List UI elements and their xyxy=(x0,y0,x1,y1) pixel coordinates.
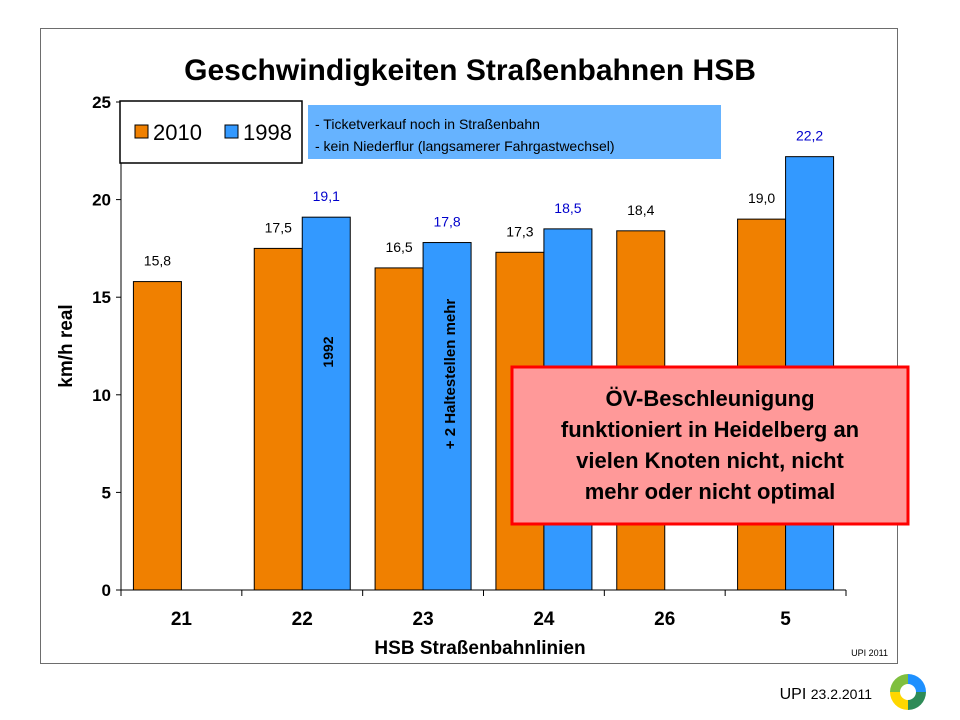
callout: ÖV-Beschleunigung funktioniert in Heidel… xyxy=(510,365,910,526)
callout-line-3: vielen Knoten nicht, nicht xyxy=(576,448,844,473)
callout-line-4: mehr oder nicht optimal xyxy=(585,479,836,504)
x-tick-label: 23 xyxy=(413,609,434,630)
data-label: 15,8 xyxy=(144,253,171,269)
bar-2010-22 xyxy=(253,247,303,591)
legend-swatch-2010 xyxy=(134,124,149,139)
x-tick-label: 24 xyxy=(533,609,555,630)
data-label: 18,5 xyxy=(554,200,581,216)
legend-swatch-1998 xyxy=(224,124,239,139)
callout-box xyxy=(510,365,910,526)
bar-1998-23 xyxy=(422,242,472,591)
y-tick-label: 15 xyxy=(92,288,111,307)
x-tick-label: 22 xyxy=(292,609,313,630)
data-label: 16,5 xyxy=(385,239,412,255)
data-label: 17,8 xyxy=(433,214,460,230)
y-ticks: 0 5 10 15 20 25 xyxy=(92,93,121,600)
data-label: 22,2 xyxy=(796,128,823,144)
ticket-note-box xyxy=(308,105,721,159)
bar-2010-21 xyxy=(132,281,182,591)
note-1992: 1992 xyxy=(320,336,336,367)
legend-label-2010: 2010 xyxy=(153,120,202,145)
y-tick-label: 5 xyxy=(102,483,111,502)
legend: 2010 1998 xyxy=(119,100,303,164)
callout-line-1: ÖV-Beschleunigung xyxy=(605,386,814,411)
bar-1998-22 xyxy=(301,216,351,591)
data-label: 17,3 xyxy=(506,223,533,239)
ticket-note-line-1: - Ticketverkauf noch in Straßenbahn xyxy=(315,116,540,132)
x-tick-label: 26 xyxy=(654,609,675,630)
ticket-note-line-2: - kein Niederflur (langsamerer Fahrgastw… xyxy=(315,138,615,154)
y-tick-label: 0 xyxy=(102,581,111,600)
y-tick-label: 10 xyxy=(92,386,111,405)
chart-title: Geschwindigkeiten Straßenbahnen HSB xyxy=(184,54,756,87)
data-label: 18,4 xyxy=(627,202,654,218)
data-label: 17,5 xyxy=(265,219,292,235)
data-label: 19,1 xyxy=(313,188,340,204)
callout-line-2: funktioniert in Heidelberg an xyxy=(561,417,859,442)
footer-org: UPI xyxy=(779,686,807,703)
legend-label-1998: 1998 xyxy=(243,120,292,145)
upi-logo-icon xyxy=(890,674,926,710)
x-tick-label: 21 xyxy=(171,609,193,630)
footer: UPI 23.2.2011 xyxy=(780,686,872,704)
y-axis-label: km/h real xyxy=(56,304,77,387)
data-label: 19,0 xyxy=(748,190,775,206)
y-tick-label: 20 xyxy=(92,191,111,210)
footer-date: 23.2.2011 xyxy=(810,686,872,702)
note-extra-stops: + 2 Haltestellen mehr xyxy=(442,299,459,450)
x-axis-label: HSB Straßenbahnlinien xyxy=(374,638,585,659)
x-tick-label: 5 xyxy=(780,609,791,630)
source-tag: UPI 2011 xyxy=(851,648,888,658)
ticket-note: - Ticketverkauf noch in Straßenbahn - ke… xyxy=(308,105,721,159)
x-ticks: 21 22 23 24 26 5 xyxy=(120,590,847,630)
bar-2010-23 xyxy=(374,267,424,591)
y-tick-label: 25 xyxy=(92,93,111,112)
